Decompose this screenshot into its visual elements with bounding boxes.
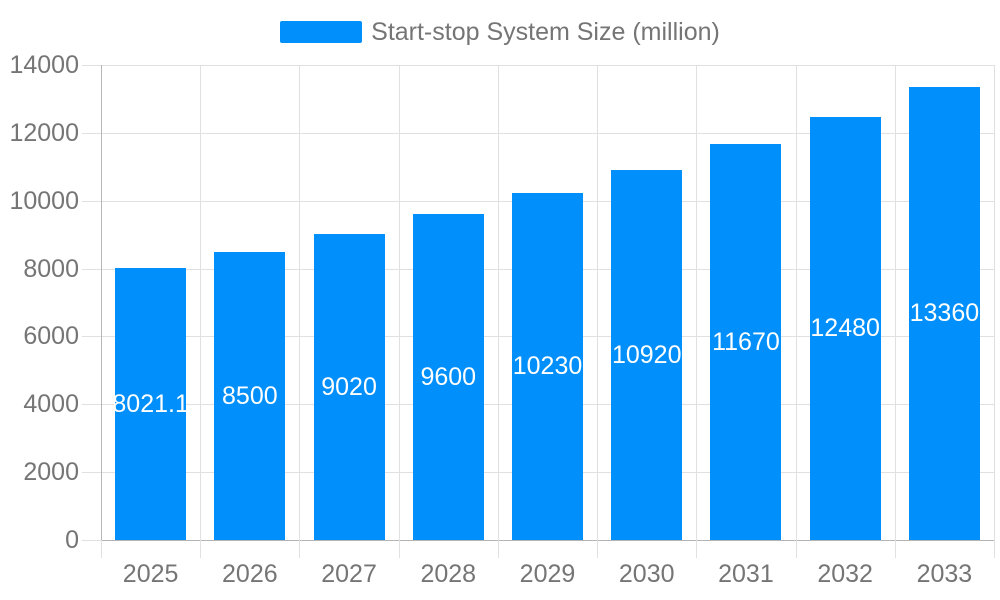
bar-value-label: 9600 <box>420 363 477 392</box>
x-axis-tick <box>696 540 698 558</box>
y-axis-label: 2000 <box>23 458 79 487</box>
y-axis-tick <box>82 200 101 202</box>
bar-value-label: 8500 <box>222 381 278 410</box>
y-axis-label: 0 <box>65 526 79 554</box>
bar-2025[interactable] <box>115 267 187 540</box>
x-axis-tick <box>994 540 995 558</box>
x-axis-label: 2032 <box>817 560 873 588</box>
x-axis-label: 2026 <box>222 560 278 588</box>
x-axis-line <box>101 540 994 541</box>
x-axis-label: 2027 <box>321 560 377 588</box>
x-axis-label: 2030 <box>618 560 675 588</box>
gridline-vertical <box>398 65 400 540</box>
x-axis-label: 2029 <box>519 560 576 588</box>
gridline-vertical <box>994 65 995 540</box>
bar-2028[interactable] <box>412 214 484 540</box>
gridline-horizontal <box>101 65 994 66</box>
gridline-vertical <box>299 65 301 540</box>
gridline-vertical <box>795 65 797 540</box>
x-axis-tick <box>398 540 400 558</box>
y-axis-tick <box>82 268 101 270</box>
x-axis-tick <box>200 540 202 558</box>
y-axis-label: 12000 <box>9 118 79 147</box>
bar-2029[interactable] <box>512 192 583 540</box>
bar-value-label: 8021.1 <box>112 389 189 418</box>
bar-2027[interactable] <box>313 233 385 540</box>
x-axis-label: 2033 <box>916 560 973 588</box>
y-axis-label: 14000 <box>9 51 79 79</box>
x-axis-label: 2028 <box>420 560 477 588</box>
bar-2031[interactable] <box>710 144 782 540</box>
gridline-vertical <box>497 65 499 540</box>
y-axis-label: 6000 <box>23 322 79 351</box>
legend-swatch <box>280 21 363 43</box>
gridline-horizontal <box>101 132 994 134</box>
legend-label: Start-stop System Size (million) <box>371 17 720 46</box>
y-axis-tick <box>82 404 101 406</box>
y-axis-line <box>101 65 102 558</box>
x-axis-label: 2025 <box>122 560 179 588</box>
y-axis-tick <box>82 472 101 474</box>
gridline-vertical <box>597 65 599 540</box>
x-axis-tick <box>597 540 599 558</box>
bar-value-label: 12480 <box>810 314 880 343</box>
plot-area: 8021.1 8500 9020 9600 10230 10920 11670 12480 13… <box>101 65 995 540</box>
gridline-vertical <box>696 65 698 540</box>
bar-2026[interactable] <box>214 251 286 540</box>
gridline-vertical <box>894 65 896 540</box>
x-axis-tick <box>894 540 896 558</box>
gridline-vertical <box>200 65 202 540</box>
y-axis-label: 8000 <box>23 254 79 283</box>
bar-value-label: 13360 <box>909 299 980 328</box>
y-axis-tick <box>82 132 101 134</box>
bar-2030[interactable] <box>611 169 683 540</box>
bar-2032[interactable] <box>809 116 881 540</box>
y-axis-tick <box>82 540 101 541</box>
bar-2033[interactable] <box>908 86 980 540</box>
legend[interactable]: Start-stop System Size (million) <box>0 18 1000 46</box>
y-axis-tick <box>82 336 101 338</box>
y-axis-tick <box>82 65 101 66</box>
x-axis-tick <box>497 540 499 558</box>
bar-value-label: 10920 <box>611 340 682 369</box>
x-axis-label: 2031 <box>718 560 774 588</box>
x-axis-tick <box>101 540 102 558</box>
bar-value-label: 9020 <box>321 372 377 401</box>
x-axis-tick <box>299 540 301 558</box>
y-axis-label: 4000 <box>23 390 79 419</box>
x-axis-tick <box>795 540 797 558</box>
y-axis-label: 10000 <box>9 186 79 215</box>
bar-value-label: 10230 <box>512 352 583 381</box>
bar-value-label: 11670 <box>712 328 780 357</box>
